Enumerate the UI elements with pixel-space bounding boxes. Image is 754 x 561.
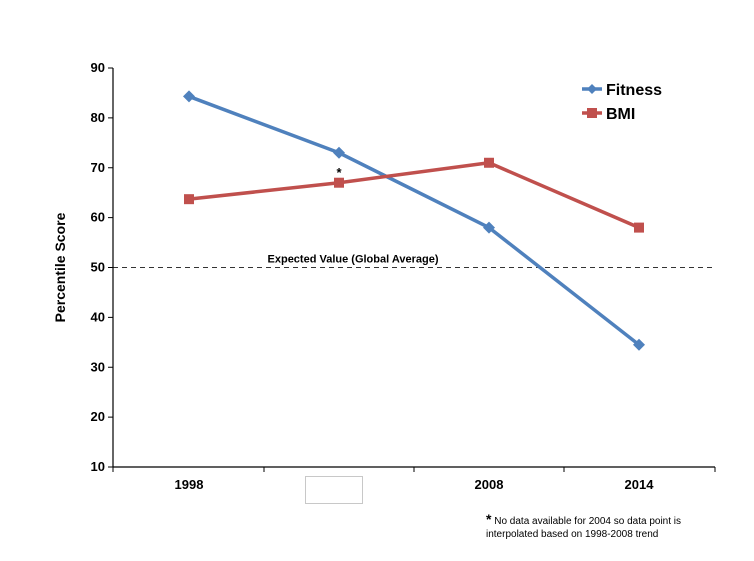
data-point-bmi	[634, 222, 644, 233]
axes: 10 20 30 40 50 60 70 80 90 1998 2008 2014 Percentile…	[52, 60, 716, 492]
y-tick-label: 70	[91, 160, 105, 175]
data-point-fitness	[633, 338, 645, 351]
y-tick-label: 50	[91, 260, 105, 275]
data-point-fitness	[183, 90, 195, 103]
legend-label-bmi: BMI	[606, 106, 635, 123]
series-line-bmi	[188, 161, 640, 230]
data-point-fitness	[333, 146, 345, 159]
y-axis-label: Percentile Score	[52, 212, 68, 322]
y-tick-label: 60	[91, 210, 105, 225]
reference-layer: Expected Value (Global Average)	[113, 254, 715, 268]
hidden-tick-box	[305, 476, 363, 504]
data-point-bmi	[184, 194, 194, 205]
footnote-text: No data available for 2004 so data point…	[486, 516, 682, 540]
y-tick-label: 10	[91, 459, 105, 474]
y-tick-label: 20	[91, 409, 105, 424]
y-tick-label: 90	[91, 60, 105, 75]
legend-marker-bmi	[587, 108, 597, 118]
footnote: * No data available for 2004 so data poi…	[486, 511, 726, 541]
series-line-fitness	[188, 94, 641, 347]
footnote-marker: *	[486, 511, 492, 527]
data-point-fitness	[483, 221, 495, 234]
legend-marker-fitness	[587, 84, 597, 94]
data-point-bmi	[334, 177, 344, 188]
x-tick-label: 1998	[175, 477, 204, 492]
x-tick-label: 2008	[475, 477, 504, 492]
y-tick-label: 30	[91, 359, 105, 374]
x-tick-label: 2014	[625, 477, 655, 492]
series-layer: *	[183, 90, 645, 351]
y-tick-label: 80	[91, 110, 105, 125]
reference-line-label: Expected Value (Global Average)	[268, 254, 439, 266]
legend-label-fitness: Fitness	[606, 82, 662, 99]
legend: Fitness BMI	[582, 82, 662, 123]
y-tick-label: 40	[91, 309, 105, 324]
annotation-marker: *	[336, 165, 342, 180]
data-point-bmi	[484, 157, 494, 168]
